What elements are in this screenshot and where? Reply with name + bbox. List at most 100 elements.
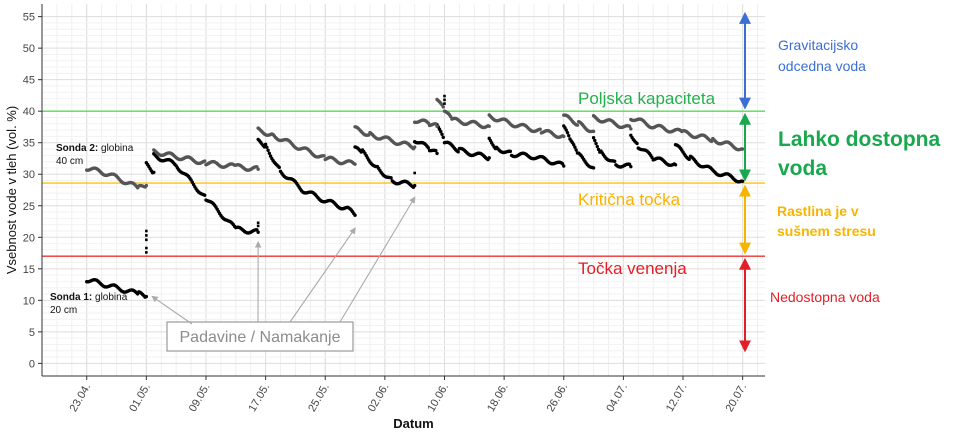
annotation: Padavine / Namakanje [151,196,416,352]
data-point [456,150,460,154]
data-point [203,159,207,163]
y-tick-label: 35 [23,138,35,150]
data-point [435,151,439,156]
data-point [434,122,438,126]
data-point [591,166,596,170]
series-labels: Sonda 1: globina 20 cm Sonda 2: globina 40 … [50,143,134,316]
y-tick-label: 25 [23,201,35,213]
event-point [256,224,260,228]
zone-label: Gravitacijsko [778,37,858,53]
data-point [389,176,393,180]
x-tick-label: 26.06. [545,382,571,414]
data-point [487,156,491,160]
y-tick-label: 45 [23,75,35,87]
event-point [145,251,148,254]
data-point [353,213,357,217]
data-point [265,145,269,149]
data-point [426,146,431,150]
series-label-depth: 20 cm [50,305,77,316]
data-point [629,127,633,131]
y-tick-label: 10 [23,295,35,307]
zone-label: Rastlina je v [777,203,859,219]
series-label-rest: globina [92,292,127,303]
zone-label: sušnem stresu [777,223,876,239]
data-point [412,145,417,149]
zone-label: Lahko dostopna [778,128,940,151]
data-point [487,124,491,129]
event-point [145,238,148,242]
annotation-arrow [289,227,356,323]
data-point [203,193,207,197]
y-tick-label: 50 [23,43,35,55]
y-tick-label: 30 [23,169,35,181]
y-tick-label: 40 [23,106,35,118]
zone-label: Nedostopna voda [770,289,880,305]
x-tick-label: 09.05. [187,382,213,414]
data-point [412,183,417,188]
x-tick-label: 17.05. [247,382,273,414]
threshold-label: Kritična točka [578,190,681,209]
data-point [593,138,597,143]
data-point [562,134,566,139]
data-point [596,147,601,152]
event-point [413,171,416,175]
y-tick-label: 55 [23,12,35,24]
data-point [144,294,149,299]
data-point [440,132,444,136]
annotation-box [166,321,354,352]
data-point [687,157,691,162]
data-point [562,164,566,168]
y-tick-label: 0 [29,358,35,370]
series-label-bold: Sonda 2: [56,143,98,154]
data-point [266,148,270,153]
thresholds: Poljska kapaciteta Kritična točka Točka ve… [42,89,765,278]
x-tick-label: 01.05. [127,382,153,414]
x-tick-label: 04.07. [604,382,630,414]
plot-background [42,4,765,376]
data-point [591,129,596,134]
data-point [612,159,617,164]
data-point [575,123,580,127]
data-point [673,163,678,167]
x-tick-label: 25.05. [306,382,332,414]
annotation-arrow [339,196,416,323]
event-point [443,98,446,102]
series-label-bold: Sonda 1: [50,292,92,303]
event-point [443,102,446,105]
data-point [650,155,654,160]
threshold-label: Poljska kapaciteta [578,89,716,108]
data-point [740,147,745,151]
event-point [443,94,446,98]
data-point [709,139,714,144]
grid [42,4,765,376]
series-label: Sonda 2: globina [56,143,134,154]
event-point [256,221,260,225]
data-point [267,151,272,155]
x-tick-label: 10.06. [425,382,451,414]
data-point [627,124,632,128]
data-point [594,141,598,146]
data-point [434,148,438,153]
data-point [144,183,149,188]
data-point [256,167,260,171]
data-point [262,145,267,149]
data-point [567,133,571,138]
data-point [256,230,260,234]
data-point [435,124,439,129]
data-point [277,165,281,170]
data-point [629,164,633,169]
x-tick-label: 18.06. [485,382,511,414]
series-label: Sonda 1: globina [50,292,128,303]
threshold-label: Točka venenja [578,259,687,278]
data-point [353,162,357,166]
x-tick-label: 12.07. [664,382,690,414]
data-point [508,149,513,154]
data-point [635,141,639,146]
data-point [573,145,577,149]
data-point [152,170,156,175]
y-tick-label: 20 [23,232,35,244]
data-point [441,135,445,140]
zone-label: odcedna voda [778,58,866,74]
data-point [322,154,326,158]
